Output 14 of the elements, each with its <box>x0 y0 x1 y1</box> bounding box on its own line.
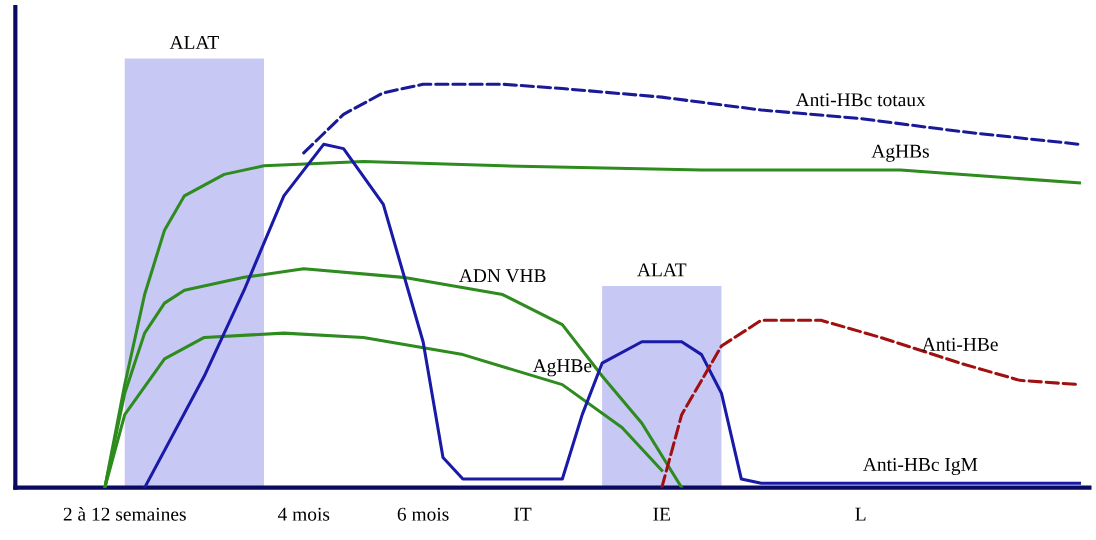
x-tick-label: 2 à 12 semaines <box>63 507 186 521</box>
series-label: Anti-HBc IgM <box>863 457 978 475</box>
series-label: Anti-HBc totaux <box>795 93 926 107</box>
x-tick-label: 6 mois <box>397 507 449 521</box>
x-tick-label: IT <box>514 507 532 521</box>
series-label: AgHBs <box>871 144 929 162</box>
x-tick-label: 4 mois <box>277 507 330 521</box>
x-tick-label: L <box>855 507 866 521</box>
series-label: Anti-HBe <box>921 337 998 351</box>
series-label: ALAT <box>637 263 687 277</box>
series-label: ALAT <box>169 35 219 49</box>
series-label: AgHBe <box>532 359 592 377</box>
series-label: ADN VHB <box>459 269 546 283</box>
x-tick-label: IE <box>653 507 670 521</box>
